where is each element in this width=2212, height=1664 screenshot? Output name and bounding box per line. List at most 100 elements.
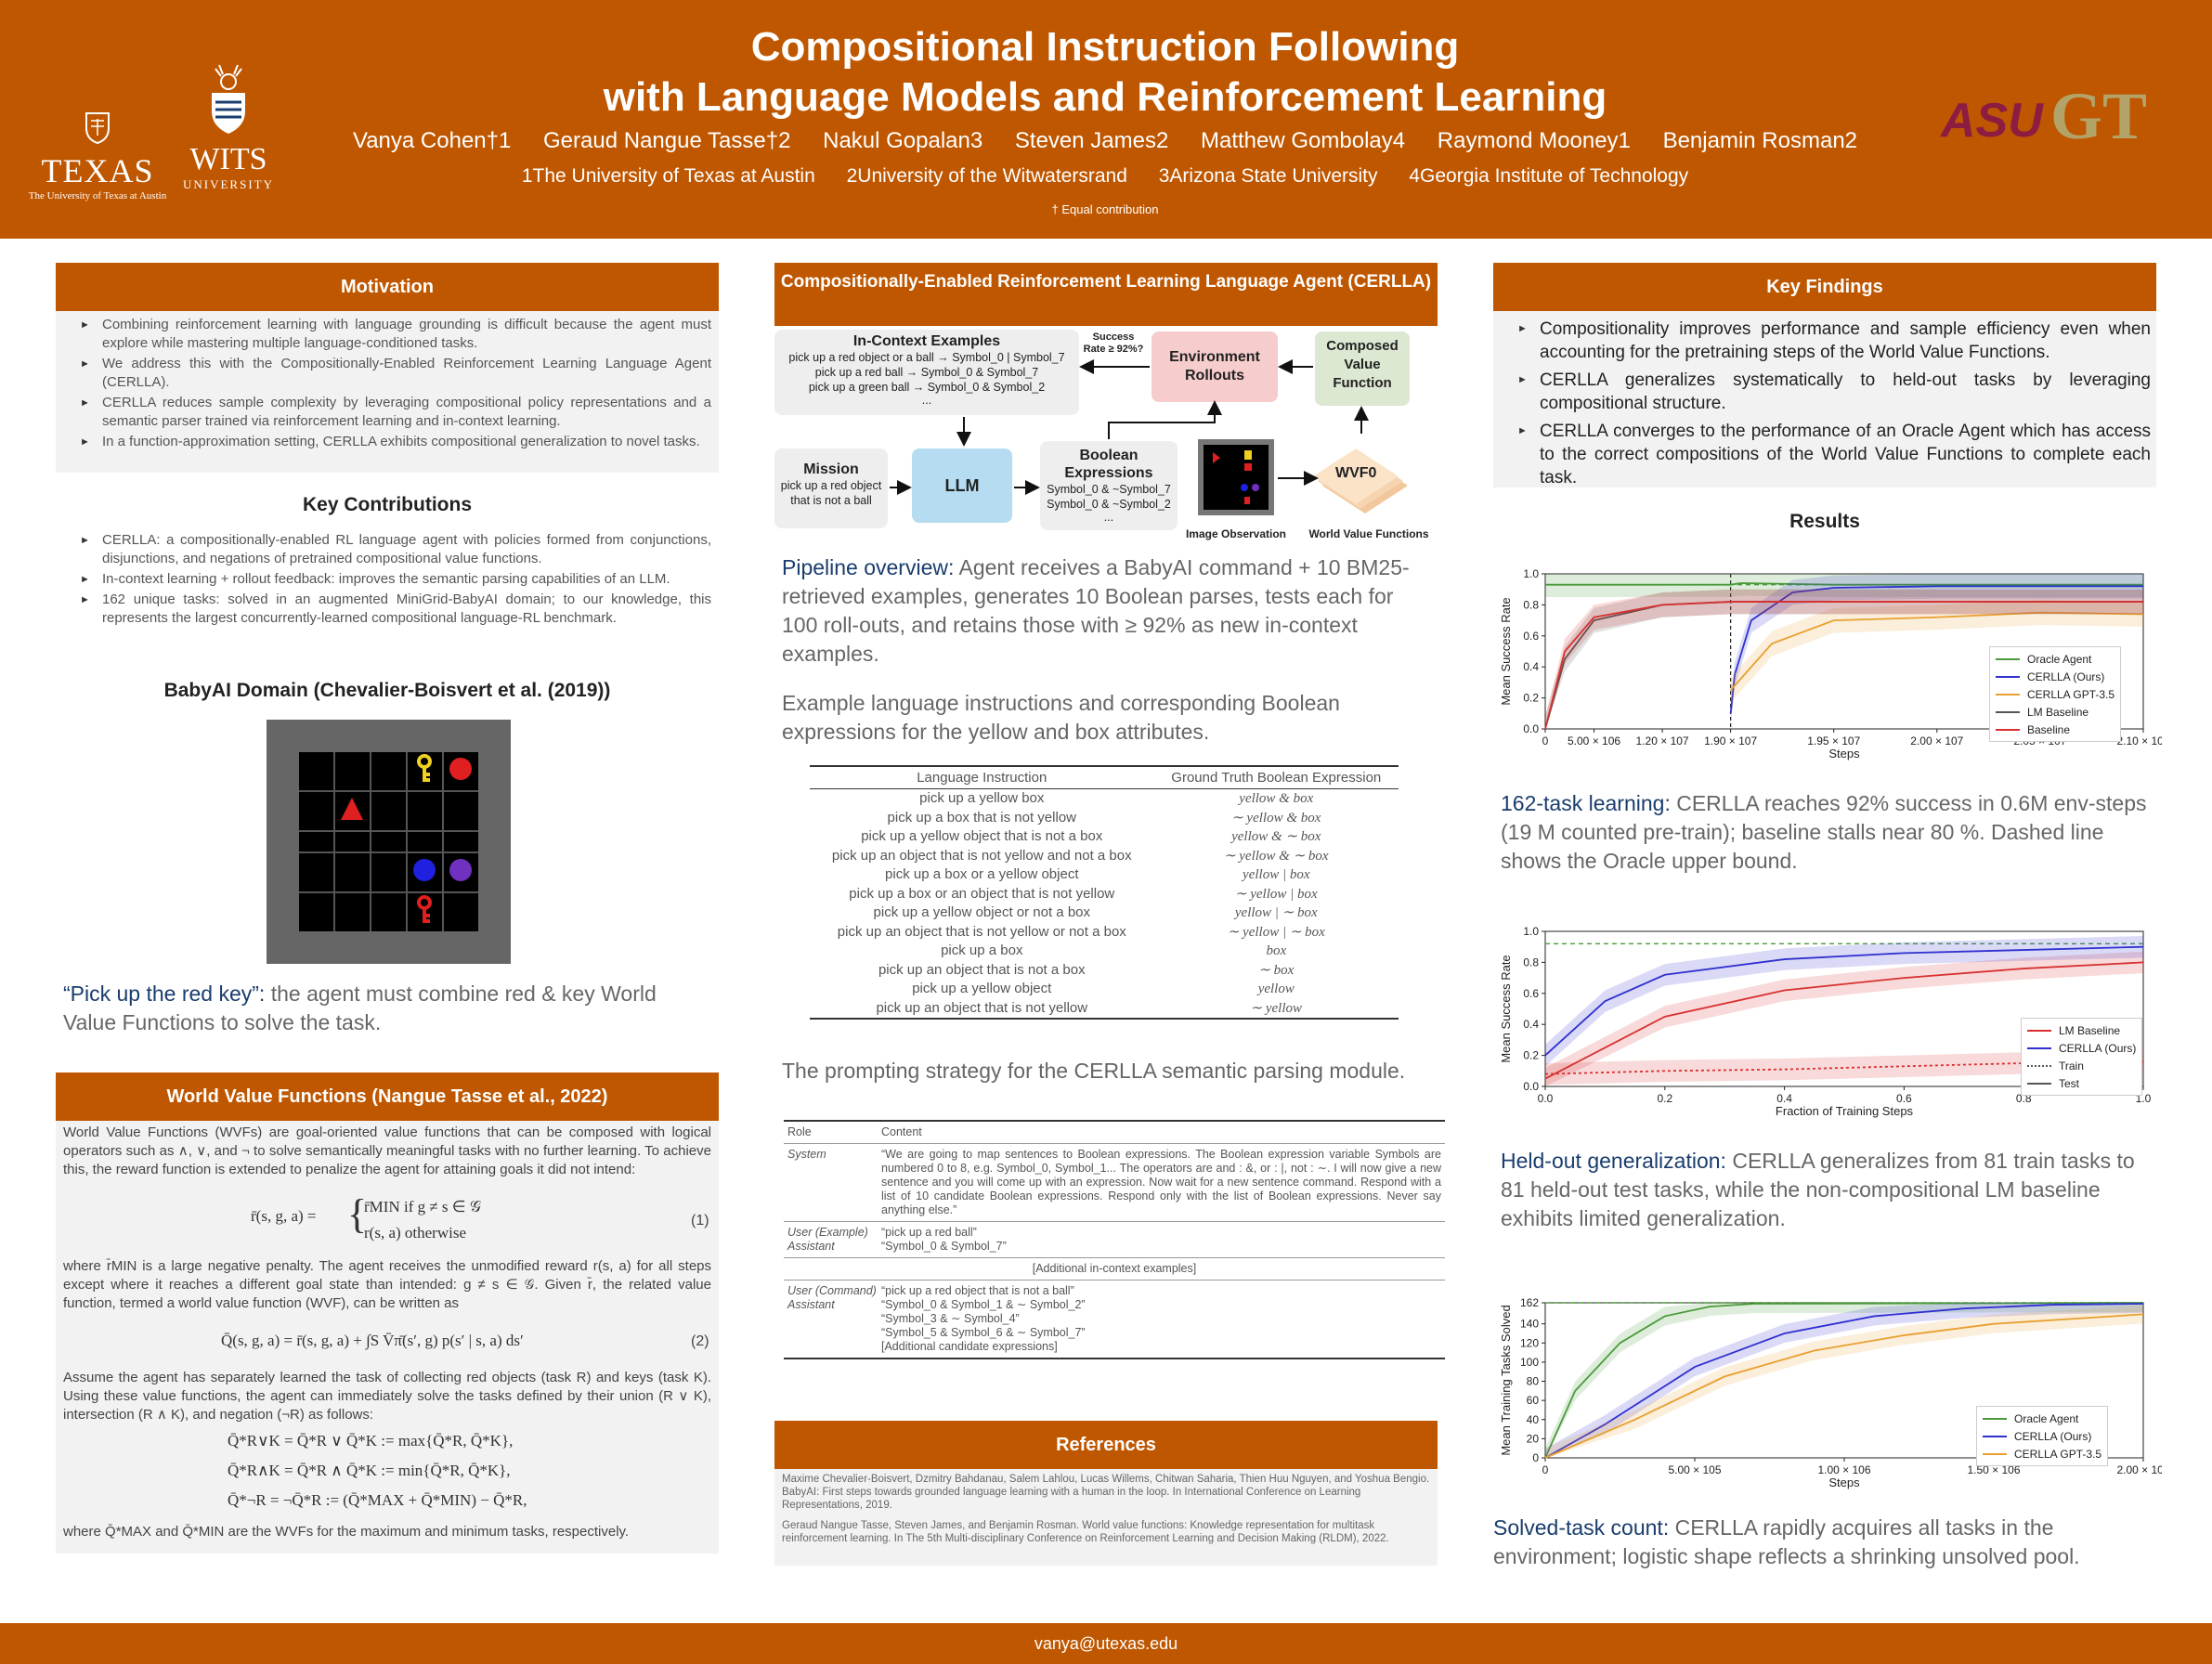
y-axis-label: Mean Training Tasks Solved xyxy=(1499,1305,1513,1455)
table-cell: pick up an object that is not a box xyxy=(878,961,1086,978)
cerlla-title: Compositionally-Enabled Reinforcement Le… xyxy=(774,263,1438,326)
purple-ball-icon xyxy=(444,853,478,891)
table-cell: pick up a box or an object that is not y… xyxy=(849,885,1115,902)
babyai-title: BabyAI Domain (Chevalier-Boisvert et al.… xyxy=(163,680,611,701)
series-line xyxy=(1544,1302,2144,1459)
prompt-row: System “We are going to map sentences to… xyxy=(784,1143,1445,1221)
table-header: Language Instruction xyxy=(810,765,1154,789)
prompt-row: User (Example) Assistant “pick up a red … xyxy=(784,1221,1445,1257)
legend-label: Train xyxy=(2059,1059,2084,1072)
series-line xyxy=(1545,582,2143,586)
table-cell: ∼ yellow | ∼ box xyxy=(1227,924,1325,940)
prompt-header-row: Role Content xyxy=(784,1120,1445,1143)
key-findings-title: Key Findings xyxy=(1493,263,2156,311)
y-tick-label: 0.6 xyxy=(1523,630,1539,643)
georgia-tech-logo: GT xyxy=(2050,79,2148,153)
table-cell: yellow | box xyxy=(1243,867,1310,882)
pipeline-arrows xyxy=(890,359,1369,495)
mission-title: Mission xyxy=(803,462,859,477)
table-cell: ∼ box xyxy=(1258,962,1295,978)
title-line-1: Compositional Instruction Following xyxy=(750,24,1460,70)
x-tick-label: 0 xyxy=(1542,734,1549,748)
motivation-bullets: Combining reinforcement learning with la… xyxy=(78,316,711,453)
table-row: pick up an object that is not yellow ∼ ye… xyxy=(810,998,1399,1020)
author: Steven James2 xyxy=(1014,128,1169,153)
affiliation: 4Georgia Institute of Technology xyxy=(1409,165,1689,187)
legend-label: CERLLA (Ours) xyxy=(2027,670,2105,683)
contact-email[interactable]: vanya@utexas.edu xyxy=(1034,1634,1178,1653)
legend-label: LM Baseline xyxy=(2059,1023,2121,1037)
icl-line: pick up a green ball → Symbol_0 & Symbol… xyxy=(808,381,1046,394)
legend-label: Oracle Agent xyxy=(2014,1411,2079,1425)
table-cell: yellow & ∼ box xyxy=(1231,829,1321,844)
ut-seal-icon xyxy=(85,112,110,145)
table-row: pick up a box that is not yellow ∼ yellow… xyxy=(810,809,1399,828)
series-confidence-band xyxy=(1730,600,2143,703)
series-confidence-band xyxy=(1545,1050,2143,1086)
table-cell: pick up an object that is not yellow or … xyxy=(837,923,1126,940)
chart2-caption: Held-out generalization: CERLLA generali… xyxy=(1501,1147,2151,1233)
equation-3: Q̄*R∨K = Q̄*R ∨ Q̄*K := max{Q̄*R, Q̄*K}, xyxy=(228,1432,514,1450)
example-table-caption: Example language instructions and corres… xyxy=(782,691,1340,744)
prompt-row: User (Command) Assistant “pick up a red … xyxy=(784,1280,1445,1359)
list-item: Combining reinforcement learning with la… xyxy=(78,316,711,353)
table-row: pick up a box box xyxy=(810,942,1399,961)
wvf0-label: WVF0 xyxy=(1335,465,1377,481)
tasks-solved-chart: 0 20 40 60 80 100 120 140 162 0 5.00 × 105 1.00 × 1… xyxy=(1499,1296,2162,1489)
table-header: Ground Truth Boolean Expression xyxy=(1153,765,1399,789)
y-tick-label: 0.2 xyxy=(1523,692,1539,705)
list-item: CERLLA: a compositionally-enabled RL lan… xyxy=(78,531,711,568)
author: Nakul Gopalan3 xyxy=(823,128,983,153)
x-tick-label: 2.10 × 107 xyxy=(2116,734,2162,748)
legend-item: Baseline xyxy=(1996,721,2114,738)
legend-item: CERLLA (Ours) xyxy=(2027,1039,2136,1057)
table-row: pick up an object that is not yellow or … xyxy=(810,923,1399,942)
y-axis-label: Mean Success Rate xyxy=(1499,955,1513,1062)
x-tick-label: 1.95 × 107 xyxy=(1807,734,1860,748)
mission-box: Mission pick up a red object that is not… xyxy=(774,448,888,528)
affiliation: 2University of the Witwatersrand xyxy=(846,165,1127,187)
table-cell: ∼ yellow & box xyxy=(1231,810,1321,826)
legend-item: Test xyxy=(2027,1074,2136,1092)
caption-body: CERLLA generalizes from 81 train tasks t… xyxy=(1501,1149,2135,1230)
legend-item: CERLLA GPT-3.5 xyxy=(1996,685,2114,703)
pipeline-diagram: In-Context Examples pick up a red object… xyxy=(774,330,1438,543)
composed-value-function-box: Composed Value Function xyxy=(1315,332,1410,406)
caption-body: CERLLA reaches 92% success in 0.6M env-s… xyxy=(1501,791,2147,873)
table-row: pick up an object that is not yellow and… xyxy=(810,847,1399,866)
icl-title: In-Context Examples xyxy=(852,333,1001,349)
legend-label: LM Baseline xyxy=(2027,705,2089,719)
series-confidence-band xyxy=(1545,589,2143,729)
y-tick-label: 20 xyxy=(1527,1432,1540,1445)
y-tick-label: 0.6 xyxy=(1523,987,1539,1000)
contributions-bullets: CERLLA: a compositionally-enabled RL lan… xyxy=(78,531,711,630)
legend-item: LM Baseline xyxy=(2027,1021,2136,1039)
table-cell: pick up a yellow box xyxy=(919,790,1045,806)
table-row: pick up a box or an object that is not y… xyxy=(810,885,1399,904)
list-item: CERLLA reduces sample complexity by leve… xyxy=(78,394,711,431)
x-tick-label: 5.00 × 105 xyxy=(1668,1463,1721,1476)
icl-line: pick up a red ball → Symbol_0 & Symbol_7 xyxy=(814,366,1039,379)
references-title: References xyxy=(774,1421,1438,1469)
texas-wordmark: TEXAS xyxy=(41,152,154,189)
table-cell: yellow & box xyxy=(1239,791,1314,806)
poster-header: TEXAS The University of Texas at Austin … xyxy=(0,0,2212,239)
red-key-icon xyxy=(408,893,442,931)
series-line xyxy=(1544,1313,2144,1459)
y-tick-label: 0.8 xyxy=(1523,956,1539,968)
author: Geraud Nangue Tasse†2 xyxy=(543,128,791,153)
motivation-title: Motivation xyxy=(56,263,719,311)
affiliation: 1The University of Texas at Austin xyxy=(521,165,815,187)
in-context-examples-box: In-Context Examples pick up a red object… xyxy=(774,330,1079,415)
wvf-stack: WVF0 xyxy=(1309,434,1412,527)
table-cell: yellow | ∼ box xyxy=(1234,905,1318,920)
table-cell: ∼ yellow xyxy=(1153,998,1399,1020)
legend-item: Oracle Agent xyxy=(1996,650,2114,668)
maze-grid xyxy=(299,752,478,931)
table-row: pick up a yellow object or not a box yell… xyxy=(810,904,1399,923)
author: Raymond Mooney1 xyxy=(1437,128,1631,153)
author-list: Vanya Cohen†1 Geraud Nangue Tasse†2 Naku… xyxy=(316,128,1894,154)
series-confidence-band xyxy=(1730,574,2143,726)
ut-austin-logo: TEXAS The University of Texas at Austin xyxy=(28,111,167,202)
y-tick-label: 162 xyxy=(1520,1296,1539,1309)
